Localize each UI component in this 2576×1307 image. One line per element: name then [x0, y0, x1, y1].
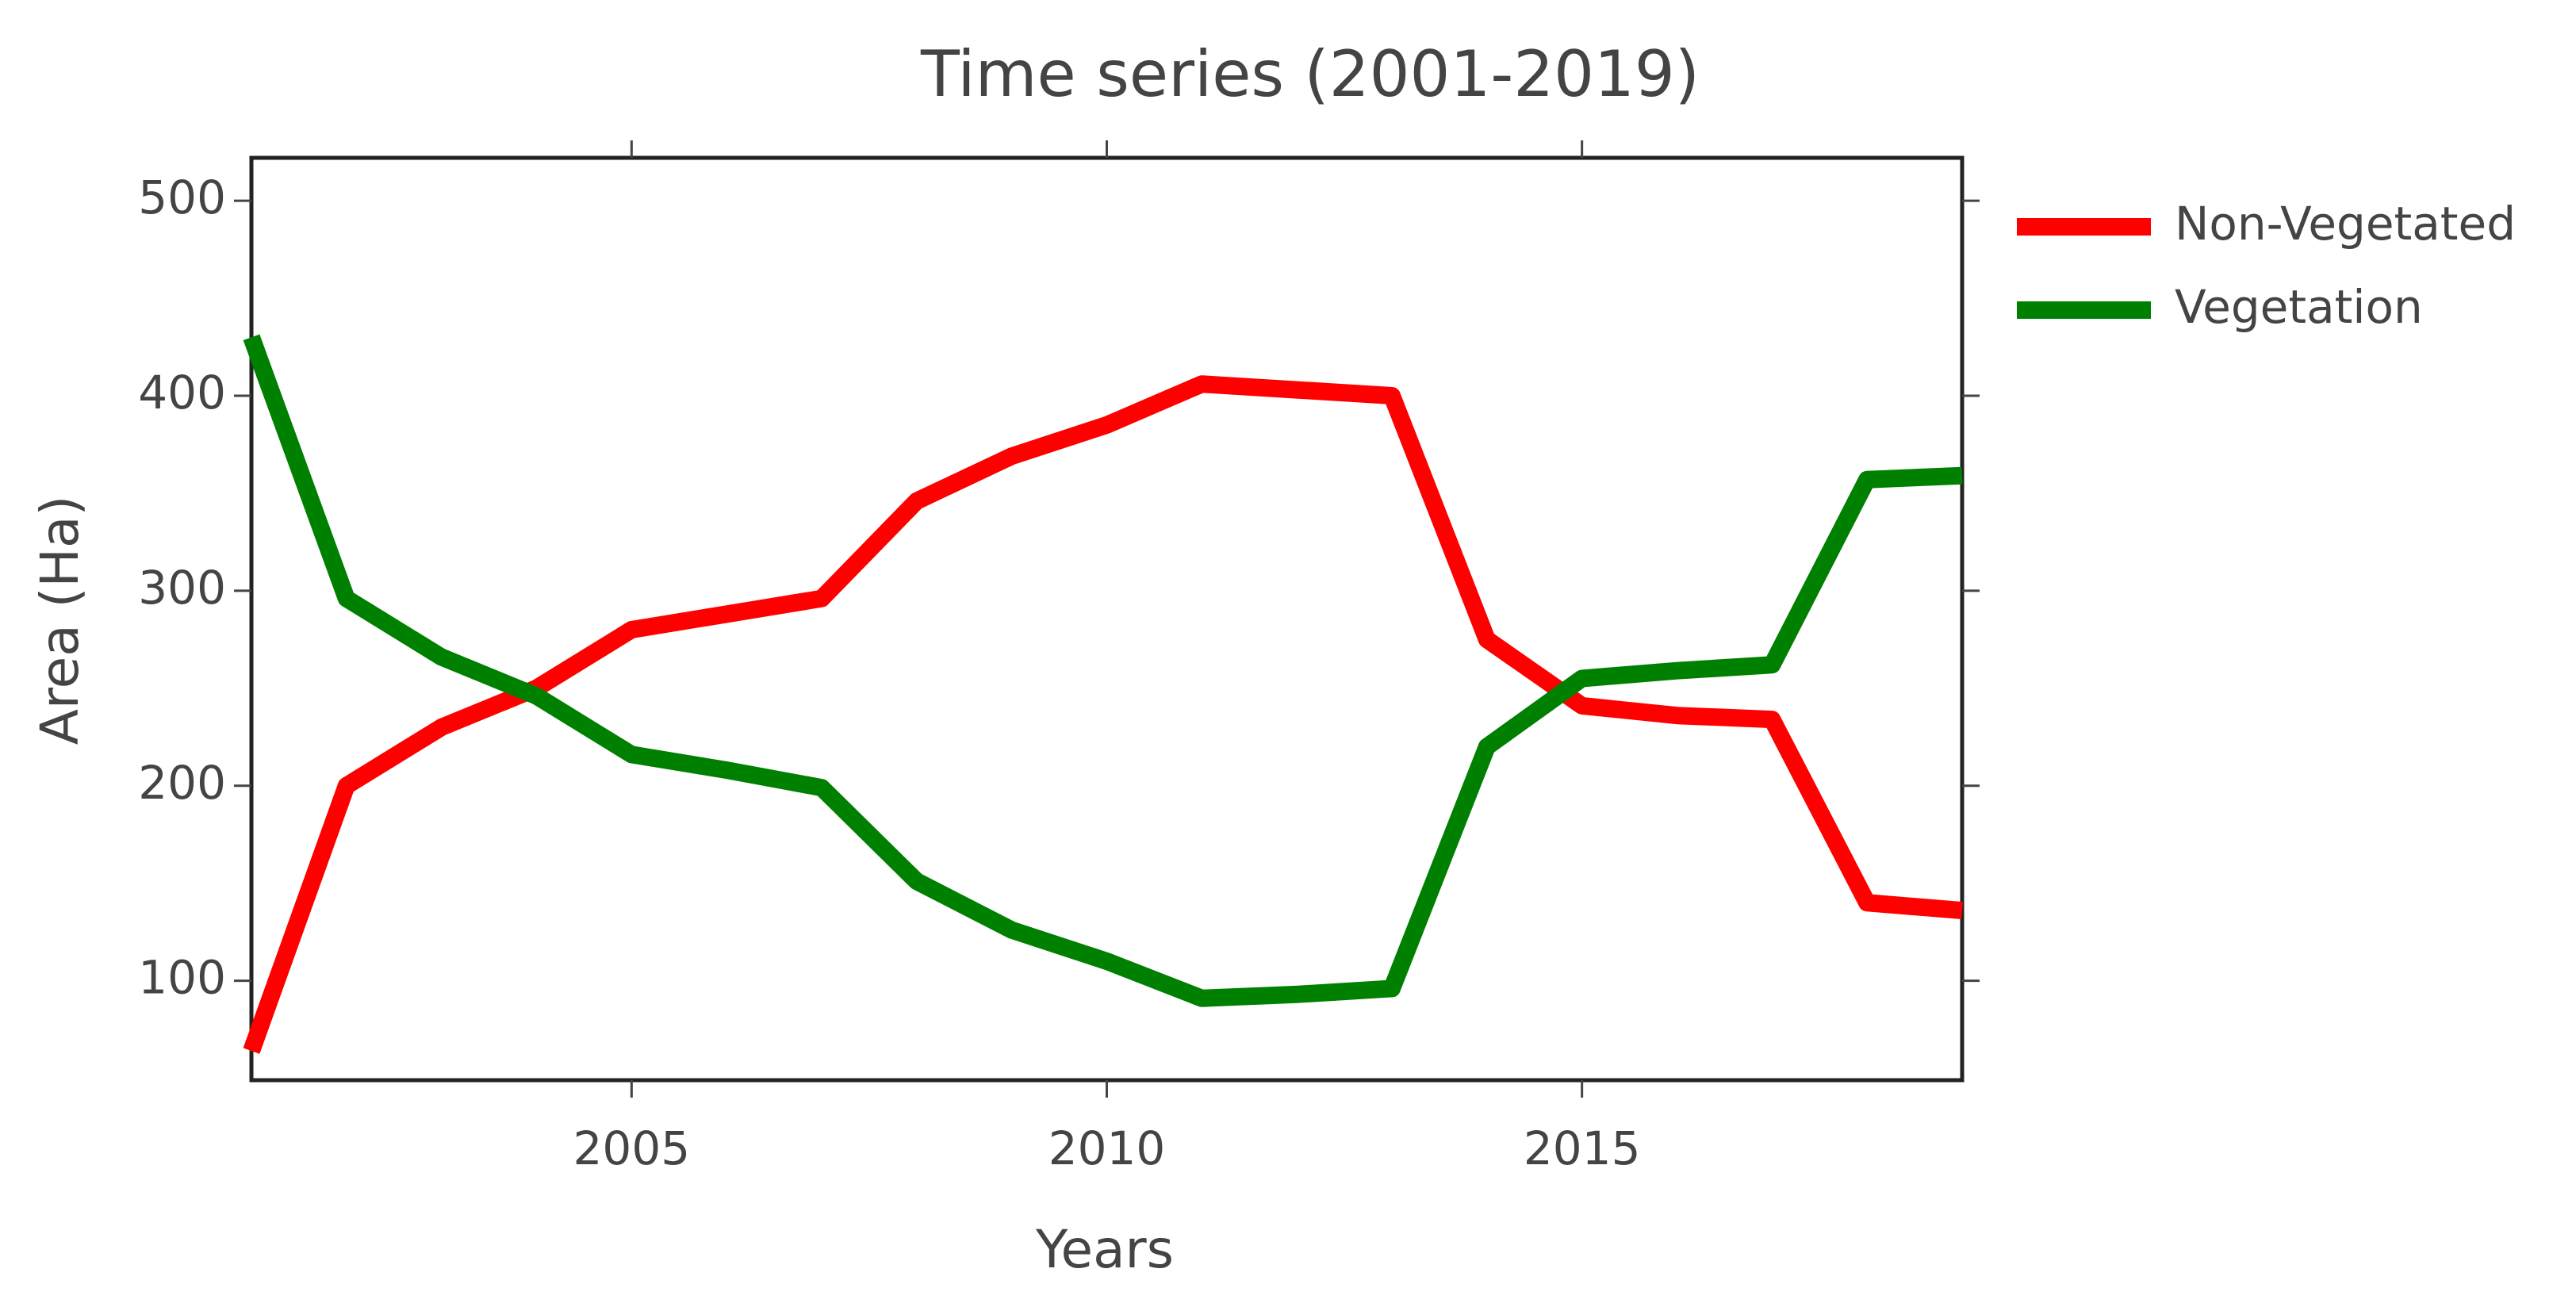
legend-label: Non-Vegetated: [2175, 197, 2516, 251]
y-tick-label: 500: [138, 171, 226, 224]
legend-label: Vegetation: [2175, 280, 2423, 334]
x-tick-label: 2005: [573, 1121, 691, 1175]
x-tick-label: 2010: [1048, 1121, 1166, 1175]
chart-title: Time series (2001-2019): [920, 37, 1700, 111]
x-tick-label: 2015: [1524, 1121, 1641, 1175]
data-line: [243, 375, 1963, 1054]
x-axis-label: Years: [1035, 1219, 1174, 1280]
y-axis-label: Area (Ha): [29, 496, 90, 745]
data-line: [243, 334, 1963, 1007]
plot-frame: [249, 155, 1965, 1083]
y-tick-label: 200: [138, 756, 226, 810]
y-tick-label: 400: [138, 366, 226, 420]
y-tick-label: 100: [138, 951, 226, 1005]
y-tick-label: 300: [138, 561, 226, 615]
